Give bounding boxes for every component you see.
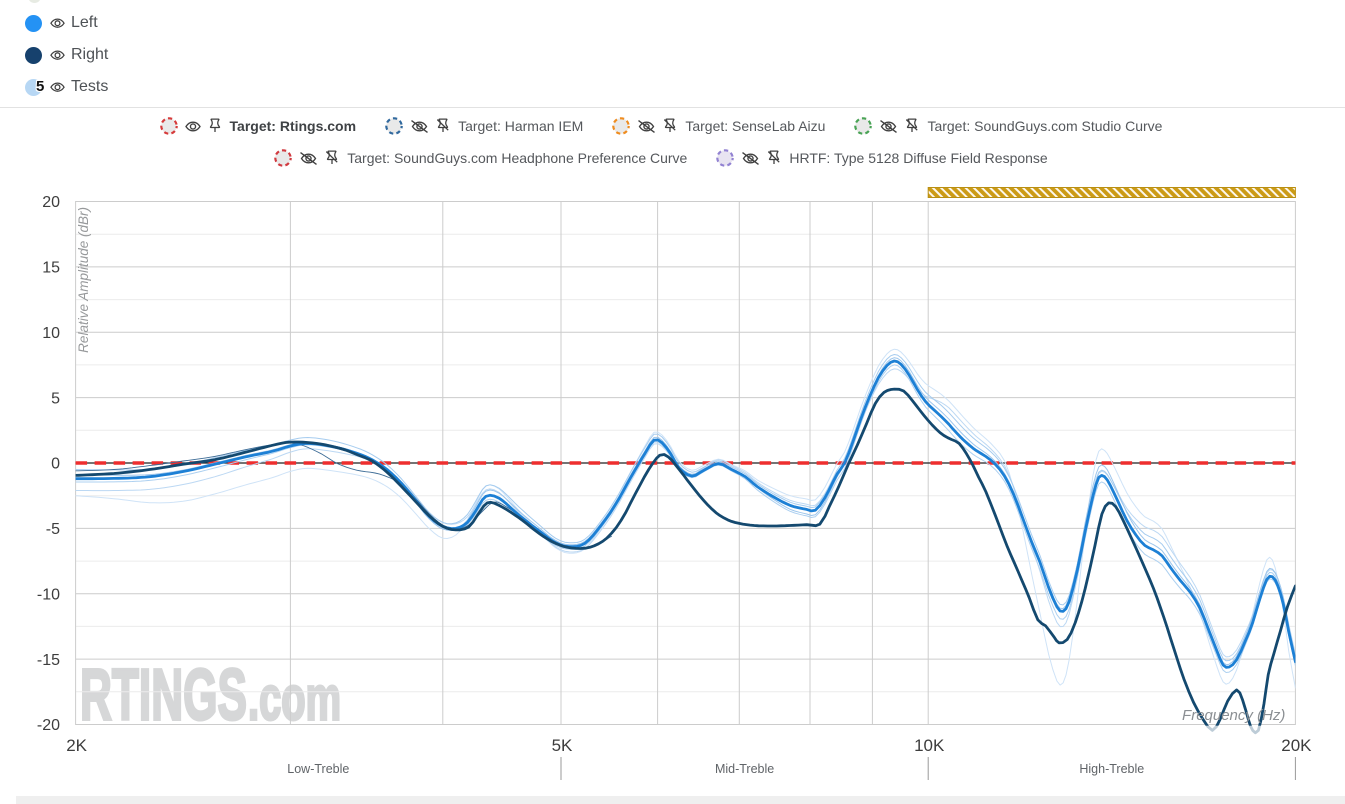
svg-text:5K: 5K <box>552 736 573 755</box>
svg-text:-5: -5 <box>46 521 60 538</box>
svg-text:Frequency (Hz): Frequency (Hz) <box>1182 707 1285 724</box>
svg-text:10K: 10K <box>914 736 945 755</box>
svg-text:5: 5 <box>51 390 60 407</box>
svg-text:10: 10 <box>42 325 60 342</box>
svg-text:-20: -20 <box>37 717 60 734</box>
svg-text:15: 15 <box>42 260 60 277</box>
svg-text:Mid-Treble: Mid-Treble <box>715 762 774 776</box>
svg-text:2K: 2K <box>66 736 87 755</box>
svg-text:High-Treble: High-Treble <box>1079 762 1144 776</box>
svg-text:Low-Treble: Low-Treble <box>287 762 349 776</box>
svg-text:0: 0 <box>51 456 60 473</box>
svg-text:RTINGS: RTINGS <box>80 656 247 736</box>
svg-text:20K: 20K <box>1281 736 1312 755</box>
svg-text:20: 20 <box>42 194 60 211</box>
svg-text:-15: -15 <box>37 652 60 669</box>
svg-text:.com: .com <box>248 665 341 734</box>
svg-text:-10: -10 <box>37 587 60 604</box>
svg-text:Relative Amplitude (dBr): Relative Amplitude (dBr) <box>76 207 91 353</box>
